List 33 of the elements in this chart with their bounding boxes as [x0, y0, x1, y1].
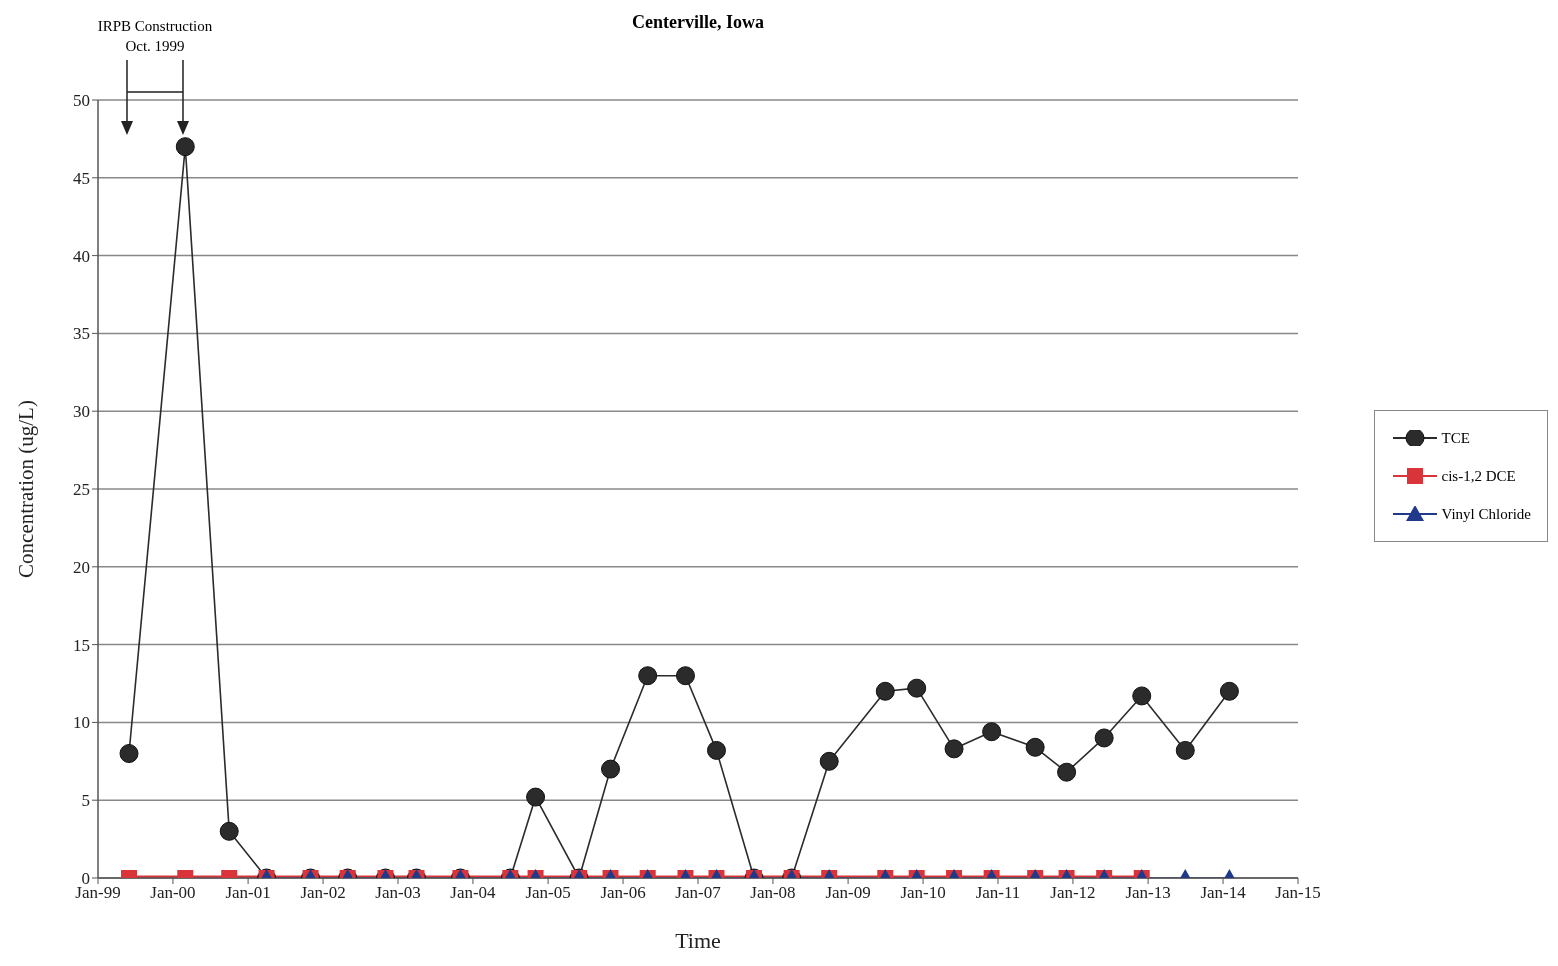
x-tick-label: Jan-12 — [1050, 883, 1096, 903]
x-tick-label: Jan-14 — [1200, 883, 1247, 903]
legend-label: cis-1,2 DCE — [1441, 467, 1516, 485]
y-tick-label: 30 — [73, 402, 90, 422]
y-tick-label: 5 — [81, 791, 90, 811]
text: IRPB Construction Oct. 1999 — [96, 17, 214, 56]
y-tick-label: 25 — [73, 480, 90, 500]
chart-title: Centerville, Iowa — [632, 12, 764, 32]
y-tick-label: 10 — [73, 713, 90, 733]
x-tick-label: Jan-13 — [1125, 883, 1171, 903]
y-tick-label: 35 — [73, 324, 90, 344]
y-tick-label: 50 — [73, 91, 90, 111]
y-tick-label: 20 — [73, 557, 90, 577]
y-tick-label: 45 — [73, 168, 90, 188]
x-tick-label: Jan-08 — [750, 883, 796, 903]
y-tick-label: 15 — [73, 635, 90, 655]
x-tick-label: Jan-03 — [375, 883, 421, 903]
y-axis-title: Concentration (ug/L) — [13, 400, 38, 578]
x-tick-label: Jan-00 — [150, 883, 196, 903]
y-tick-label: 40 — [73, 246, 90, 266]
x-tick-label: Jan-10 — [900, 883, 946, 903]
x-tick-label: Jan-01 — [225, 883, 271, 903]
legend-label: Vinyl Chloride — [1441, 505, 1531, 523]
x-tick-label: Jan-06 — [600, 883, 646, 903]
x-tick-label: Jan-07 — [675, 883, 722, 903]
x-tick-label: Jan-02 — [300, 883, 346, 903]
x-tick-label: Jan-11 — [975, 883, 1021, 903]
legend-label: TCE — [1441, 429, 1470, 447]
x-axis-title: Time — [675, 928, 721, 953]
x-tick-label: Jan-04 — [450, 883, 497, 903]
x-tick-label: Jan-05 — [525, 883, 571, 903]
x-tick-label: Jan-09 — [825, 883, 871, 903]
x-tick-label: Jan-15 — [1275, 883, 1321, 903]
